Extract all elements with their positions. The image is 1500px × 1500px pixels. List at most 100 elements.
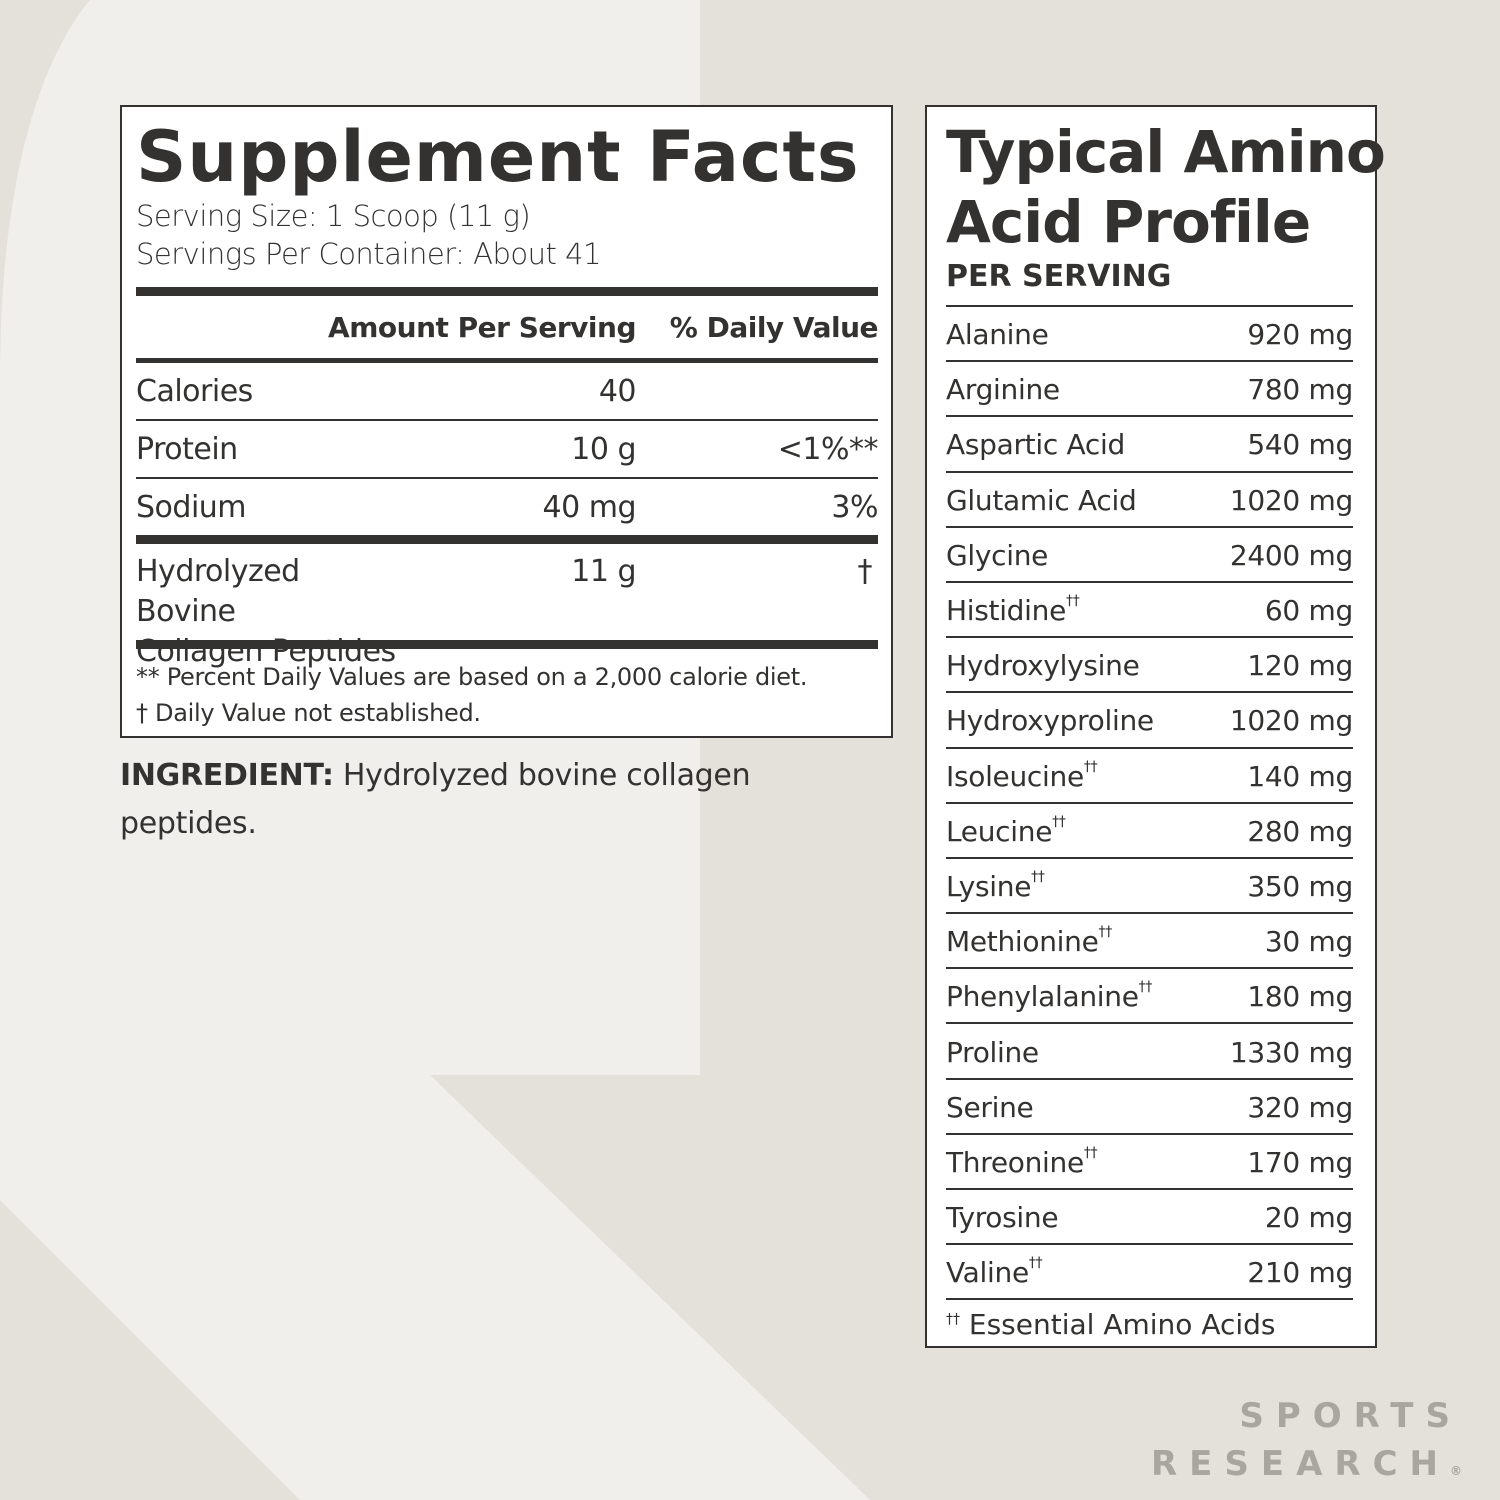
row-name: Protein bbox=[136, 431, 238, 467]
ingredient-text: Hydrolyzed bovine collagen peptides. bbox=[120, 758, 751, 841]
divider bbox=[136, 419, 878, 421]
amino-value: 210 mg bbox=[1247, 1256, 1353, 1290]
footnote: ** Percent Daily Values are based on a 2… bbox=[136, 663, 808, 691]
amino-value: 20 mg bbox=[1264, 1201, 1353, 1235]
row-dv: 3% bbox=[831, 489, 878, 525]
amino-name: Valine†† bbox=[946, 1255, 1043, 1290]
amino-value: 1020 mg bbox=[1229, 483, 1353, 517]
essential-mark: †† bbox=[1052, 813, 1066, 830]
amino-name: Hydroxylysine bbox=[946, 649, 1140, 683]
amino-row: Histidine†† 60 mg bbox=[946, 580, 1353, 636]
table-row: Sodium 40 mg 3% bbox=[136, 479, 879, 535]
amino-name: Tyrosine bbox=[946, 1201, 1059, 1235]
amino-row: Leucine†† 280 mg bbox=[946, 801, 1353, 857]
amino-row: Serine 320 mg bbox=[946, 1077, 1353, 1133]
servings-per-container: Servings Per Container: About 41 bbox=[136, 237, 602, 271]
serving-size: Serving Size: 1 Scoop (11 g) bbox=[136, 199, 531, 233]
amino-name: Alanine bbox=[946, 318, 1049, 352]
amino-row: Proline 1330 mg bbox=[946, 1022, 1353, 1077]
divider bbox=[136, 477, 878, 479]
row-amount: 40 mg bbox=[542, 489, 637, 525]
amino-name: Threonine†† bbox=[946, 1144, 1098, 1179]
amino-row: Valine†† 210 mg bbox=[946, 1243, 1353, 1298]
essential-mark: †† bbox=[1083, 1144, 1098, 1161]
row-name: Collagen Peptides bbox=[136, 634, 396, 669]
amino-row: Alanine 920 mg bbox=[946, 305, 1353, 360]
amino-row: Lysine†† 350 mg bbox=[946, 856, 1353, 912]
ingredient-statement: INGREDIENT: Hydrolyzed bovine collagen p… bbox=[120, 752, 840, 848]
amino-value: 920 mg bbox=[1247, 318, 1353, 352]
amino-name: Hydroxyproline bbox=[946, 704, 1154, 738]
divider bbox=[136, 287, 878, 296]
amino-row: Tyrosine 20 mg bbox=[946, 1188, 1353, 1243]
amino-name: Arginine bbox=[946, 373, 1060, 407]
row-dv: † bbox=[857, 554, 873, 589]
row-amount: 40 bbox=[598, 373, 637, 409]
amino-name: Isoleucine†† bbox=[946, 758, 1098, 793]
dv-header: % Daily Value bbox=[669, 310, 879, 344]
amino-row: Hydroxyproline 1020 mg bbox=[946, 691, 1353, 746]
divider bbox=[136, 640, 878, 649]
amino-row: Methionine†† 30 mg bbox=[946, 912, 1353, 967]
amino-name: Glutamic Acid bbox=[946, 483, 1137, 517]
amino-value: 180 mg bbox=[1247, 980, 1353, 1014]
amino-row: Hydroxylysine 120 mg bbox=[946, 636, 1353, 691]
amino-name: Glycine bbox=[946, 538, 1049, 572]
supplement-facts-panel: Supplement Facts Serving Size: 1 Scoop (… bbox=[120, 105, 893, 738]
amino-acid-profile-panel: Typical Amino Acid Profile PER SERVING Al… bbox=[925, 105, 1386, 1348]
amino-name: Proline bbox=[946, 1035, 1039, 1069]
amino-row: Arginine 780 mg bbox=[946, 360, 1353, 415]
amino-name: Serine bbox=[946, 1090, 1034, 1124]
row-name: Calories bbox=[136, 373, 253, 409]
essential-mark: †† bbox=[1028, 1255, 1043, 1272]
amino-value: 170 mg bbox=[1247, 1145, 1353, 1179]
amino-value: 320 mg bbox=[1247, 1090, 1353, 1124]
amino-value: 140 mg bbox=[1247, 759, 1353, 793]
amino-name: Leucine†† bbox=[946, 813, 1066, 848]
amino-footnote: †† Essential Amino Acids bbox=[946, 1298, 1353, 1341]
per-serving-label: PER SERVING bbox=[946, 259, 1172, 294]
table-row: Calories 40 bbox=[136, 363, 878, 419]
amino-value: 2400 mg bbox=[1229, 538, 1353, 572]
row-amount: 10 g bbox=[571, 431, 636, 467]
amino-name: Aspartic Acid bbox=[946, 428, 1125, 462]
essential-mark: †† bbox=[1066, 593, 1080, 610]
table-header: Amount Per Serving % Daily Value bbox=[136, 296, 878, 358]
essential-mark: †† bbox=[1098, 924, 1113, 941]
row-dv: <1%** bbox=[777, 431, 879, 467]
row-amount: 11 g bbox=[571, 554, 636, 589]
amino-value: 350 mg bbox=[1247, 869, 1353, 903]
amino-value: 780 mg bbox=[1247, 373, 1353, 407]
amount-header: Amount Per Serving bbox=[328, 310, 636, 344]
amino-name: Lysine†† bbox=[946, 868, 1045, 903]
ingredient-label: INGREDIENT: bbox=[120, 758, 334, 793]
amino-value: 120 mg bbox=[1247, 649, 1353, 683]
row-name: Sodium bbox=[136, 489, 247, 525]
row-name: Hydrolyzed Bovine bbox=[136, 554, 300, 629]
table-row: Protein 10 g <1%** bbox=[136, 421, 879, 477]
footnote: † Daily Value not established. bbox=[136, 699, 481, 727]
divider bbox=[136, 358, 878, 363]
amino-row: Glycine 2400 mg bbox=[946, 525, 1353, 581]
amino-name: Methionine†† bbox=[946, 924, 1113, 959]
amino-value: 280 mg bbox=[1247, 814, 1353, 848]
amino-value: 1020 mg bbox=[1229, 704, 1353, 738]
amino-title: Acid Profile bbox=[946, 188, 1311, 256]
amino-row: Phenylalanine†† 180 mg bbox=[946, 967, 1353, 1022]
amino-row: Glutamic Acid 1020 mg bbox=[946, 470, 1353, 526]
amino-name: Histidine†† bbox=[946, 593, 1080, 628]
table-row: Hydrolyzed Bovine Collagen Peptides 11 g … bbox=[136, 544, 878, 669]
amino-value: 60 mg bbox=[1264, 594, 1353, 628]
amino-row: Aspartic Acid 540 mg bbox=[946, 415, 1353, 470]
amino-value: 30 mg bbox=[1264, 925, 1353, 959]
amino-value: 540 mg bbox=[1247, 428, 1353, 462]
supplement-facts-title: Supplement Facts bbox=[136, 116, 860, 198]
essential-mark: †† bbox=[1083, 758, 1098, 775]
essential-mark: †† bbox=[1031, 868, 1045, 885]
amino-title: Typical Amino bbox=[946, 118, 1386, 186]
sports-research-logo: SPORTS RESEARCH® bbox=[1150, 1396, 1462, 1484]
amino-row: Threonine†† 170 mg bbox=[946, 1132, 1353, 1188]
essential-mark: †† bbox=[1138, 979, 1153, 996]
divider bbox=[136, 535, 878, 544]
amino-name: Phenylalanine†† bbox=[946, 979, 1153, 1014]
